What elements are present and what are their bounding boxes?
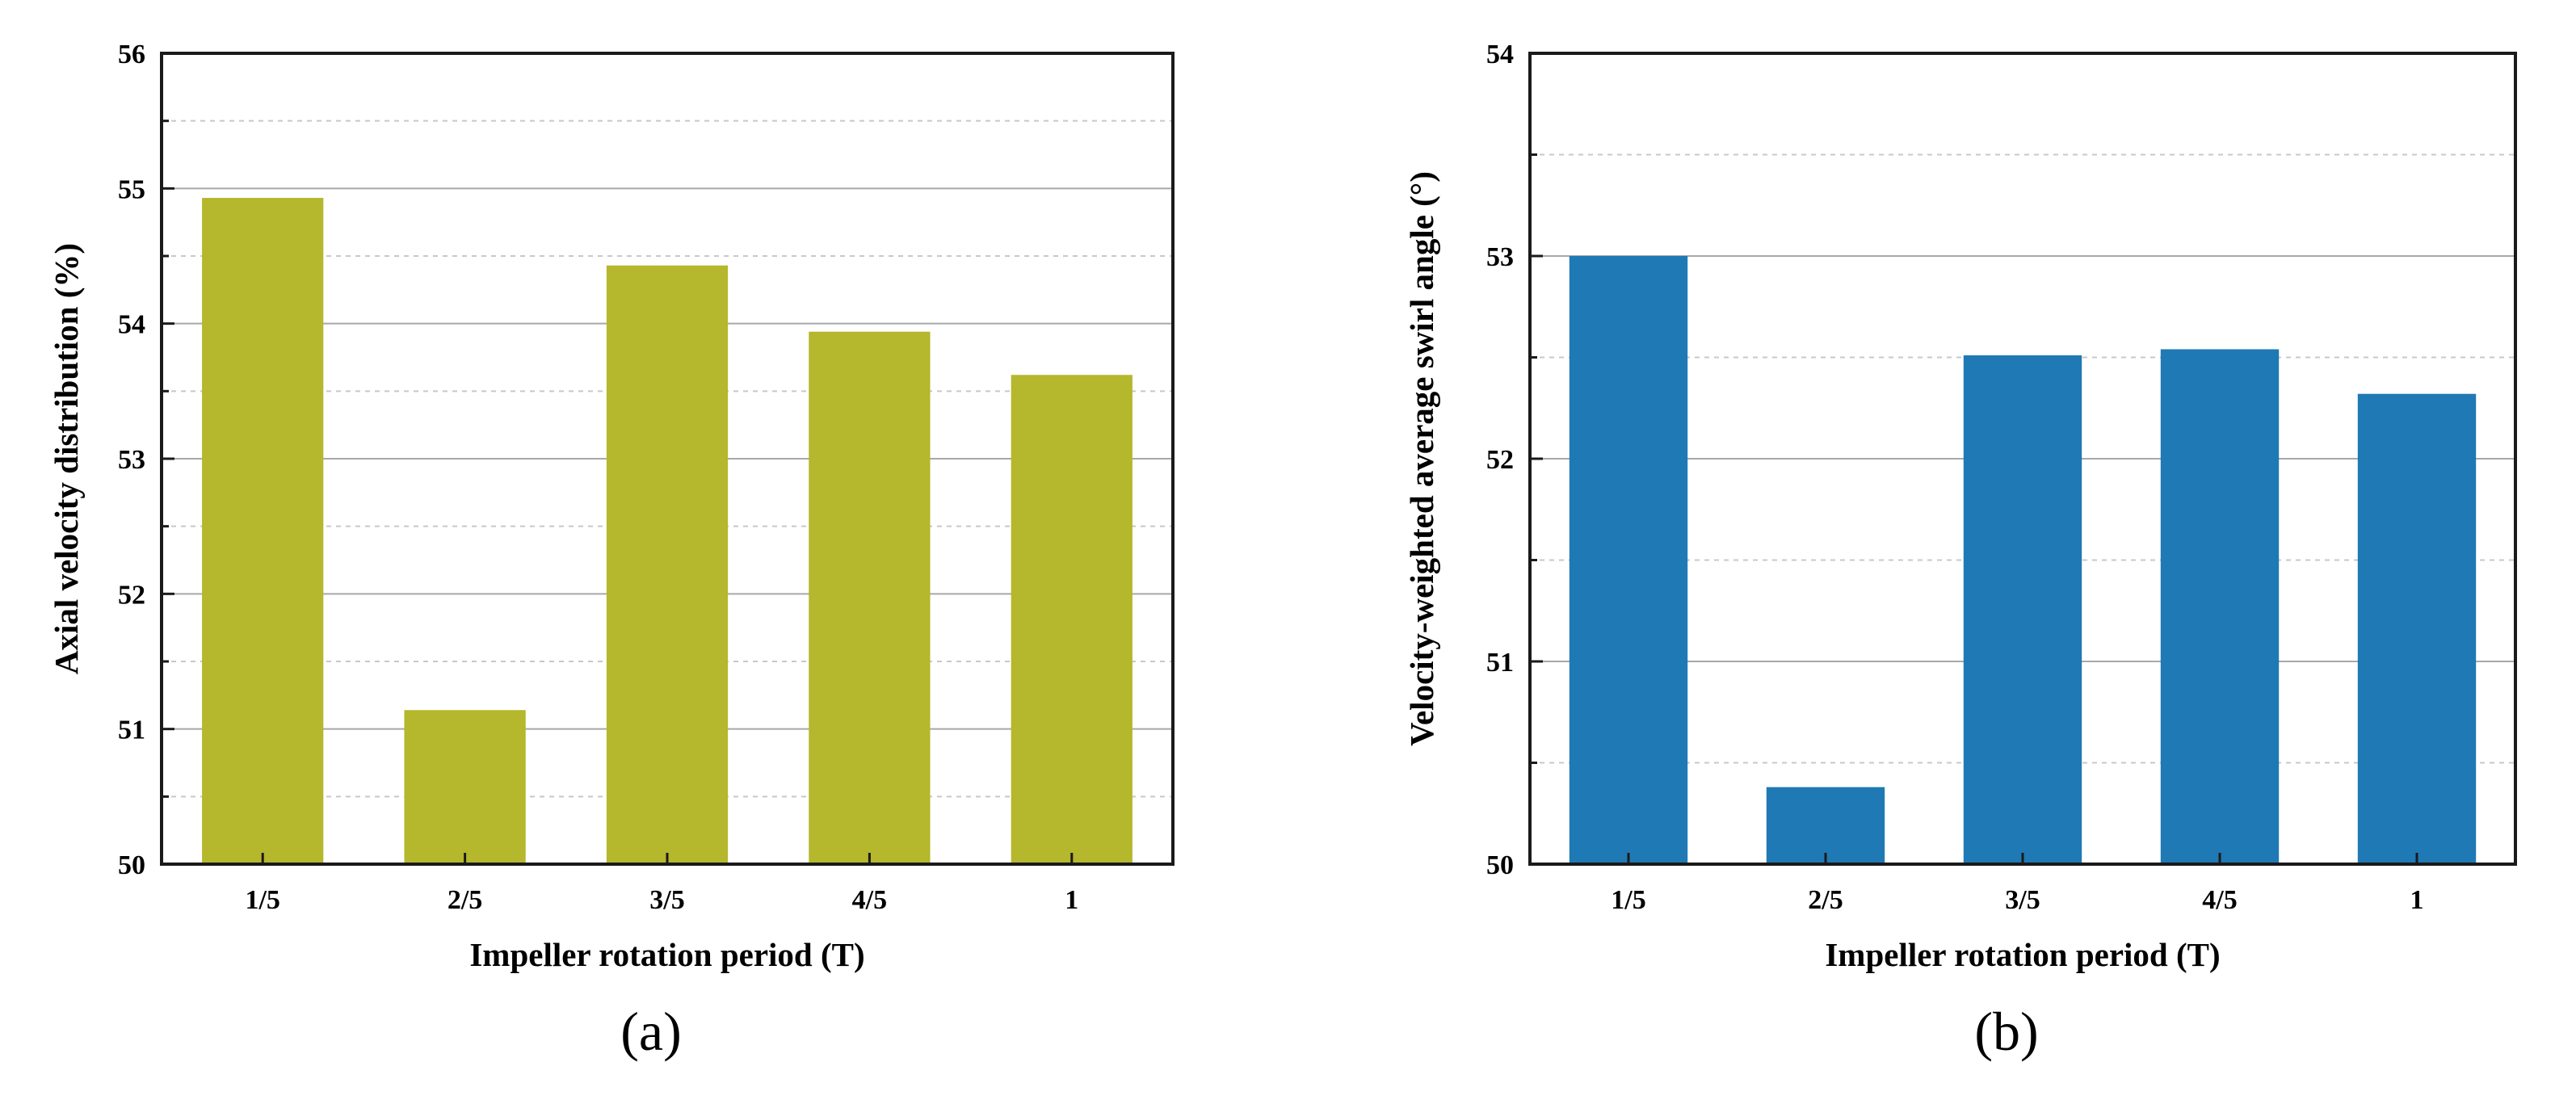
y-axis-title: Velocity-weighted average swirl angle (°… (1403, 171, 1440, 746)
x-tick-labels: 1/5 2/5 3/5 4/5 1 (1611, 885, 2423, 915)
bar-1-5 (202, 198, 324, 865)
bar-1 (1011, 375, 1133, 865)
x-tick-label: 4/5 (2202, 885, 2237, 915)
y-tick-label: 56 (118, 40, 145, 69)
y-tick-label: 50 (1486, 850, 1514, 880)
y-tick-label: 54 (118, 310, 145, 340)
x-tick-label: 4/5 (852, 885, 887, 915)
y-tick-label: 51 (118, 716, 145, 745)
bar-1-5 (1569, 256, 1688, 864)
bar-1 (2357, 393, 2477, 864)
bar-4-5 (809, 331, 931, 864)
bar-2-5 (1766, 787, 1885, 864)
chart-panel-a: 50 51 52 53 54 55 56 1/5 2/5 3/5 4/5 1 Impeller ro… (48, 40, 1175, 1062)
y-tick-labels: 50 51 52 53 54 (1486, 40, 1514, 880)
y-tick-label: 51 (1486, 648, 1514, 678)
x-tick-label: 1 (1065, 885, 1078, 915)
x-tick-label: 2/5 (1808, 885, 1843, 915)
x-tick-label: 1/5 (245, 885, 279, 915)
axis-ticks (1530, 52, 2418, 866)
y-tick-labels: 50 51 52 53 54 55 56 (118, 40, 145, 880)
y-axis-title: Axial velocity distribution (%) (48, 243, 85, 674)
x-tick-label: 3/5 (649, 885, 684, 915)
y-tick-label: 50 (118, 850, 145, 880)
y-tick-label: 53 (1486, 242, 1514, 272)
y-tick-label: 55 (118, 174, 145, 204)
x-tick-label: 1/5 (1611, 885, 1645, 915)
x-tick-label: 3/5 (2005, 885, 2040, 915)
x-axis-title: Impeller rotation period (T) (1825, 936, 2220, 973)
x-axis-title: Impeller rotation period (T) (469, 936, 864, 973)
x-tick-label: 1 (2410, 885, 2424, 915)
x-tick-label: 2/5 (448, 885, 482, 915)
bar-3-5 (606, 265, 729, 864)
bar-4-5 (2160, 349, 2280, 865)
chart-panel-b: 50 51 52 53 54 1/5 2/5 3/5 4/5 1 Impeller rotati… (1403, 40, 2517, 1062)
bar-3-5 (1963, 355, 2082, 864)
panel-label: (b) (1974, 1001, 2038, 1062)
panel-label: (a) (620, 1001, 681, 1062)
axis-ticks (162, 52, 1074, 866)
y-tick-label: 54 (1486, 40, 1514, 69)
bars (1569, 256, 2477, 865)
bar-2-5 (404, 710, 526, 864)
y-tick-label: 52 (118, 580, 145, 610)
y-tick-label: 52 (1486, 445, 1514, 475)
bars (202, 198, 1133, 865)
x-tick-labels: 1/5 2/5 3/5 4/5 1 (245, 885, 1078, 915)
y-tick-label: 53 (118, 445, 145, 475)
